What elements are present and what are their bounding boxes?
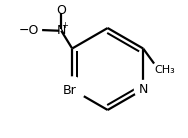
Text: N: N [139,83,148,96]
Text: CH₃: CH₃ [155,65,176,75]
Text: −O: −O [19,24,39,37]
Text: Br: Br [63,84,76,97]
Text: O: O [56,4,66,17]
Text: +: + [62,21,68,30]
Text: N: N [57,24,66,37]
